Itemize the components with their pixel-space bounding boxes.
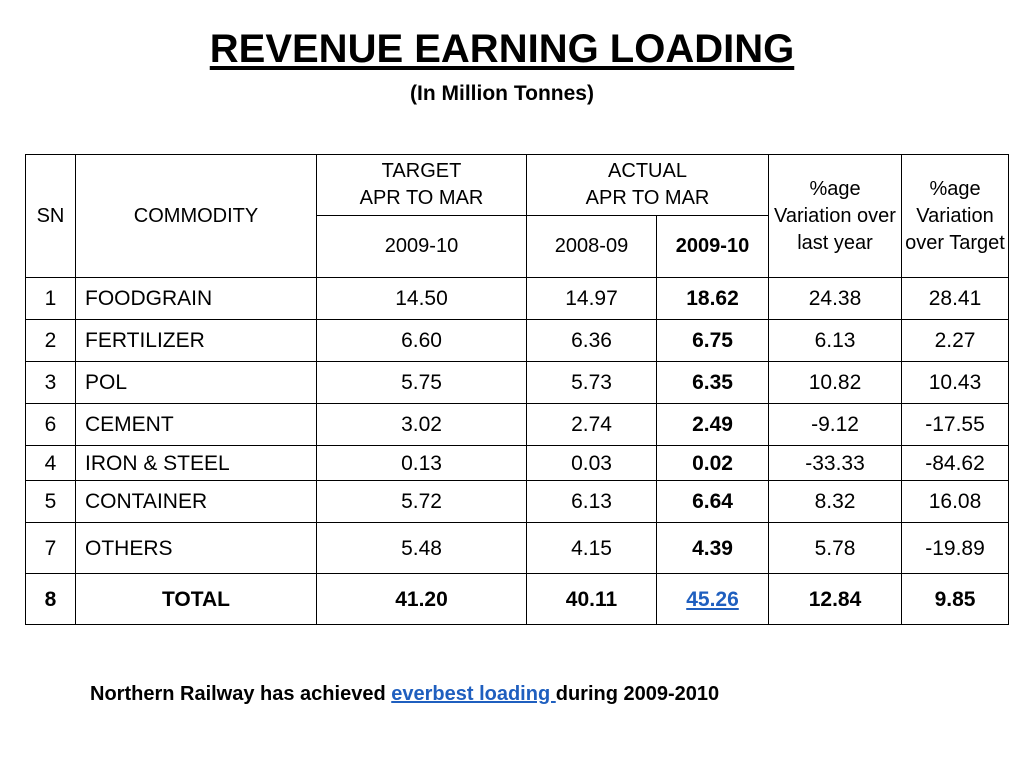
header-actual: ACTUAL APR TO MAR — [525, 154, 770, 216]
cell-actual: 2.49 — [655, 403, 770, 446]
cell-target: 5.75 — [316, 361, 527, 404]
total-actual-prev: 40.11 — [526, 573, 657, 625]
cell-target: 0.13 — [316, 445, 527, 481]
table-row: 3 POL 5.75 5.73 6.35 10.82 10.43 — [25, 361, 1010, 404]
total-row: 8 TOTAL 41.20 40.11 45.26 12.84 9.85 — [25, 573, 1010, 625]
cell-variation-target: 10.43 — [901, 361, 1010, 404]
header-target: TARGET APR TO MAR — [316, 154, 527, 216]
header-target-year: 2009-10 — [316, 215, 527, 278]
cell-commodity: FERTILIZER — [75, 319, 317, 362]
cell-variation-target: 16.08 — [901, 480, 1010, 523]
cell-sn: 5 — [25, 480, 76, 523]
cell-actual-prev: 2.74 — [526, 403, 657, 446]
cell-target: 5.72 — [316, 480, 527, 523]
revenue-loading-table: SN COMMODITY TARGET APR TO MAR ACTUAL AP… — [25, 154, 1010, 625]
cell-variation-last-year: 5.78 — [768, 522, 903, 574]
cell-variation-target: -19.89 — [901, 522, 1010, 574]
cell-actual: 6.35 — [655, 361, 770, 404]
header-actual-prev-year: 2008-09 — [526, 215, 657, 278]
total-sn: 8 — [25, 573, 76, 625]
header-sn: SN — [25, 154, 76, 278]
table-row: 7 OTHERS 5.48 4.15 4.39 5.78 -19.89 — [25, 522, 1010, 574]
header-actual-line1: ACTUAL — [608, 160, 687, 182]
cell-actual-prev: 14.97 — [526, 277, 657, 320]
table-row: 1 FOODGRAIN 14.50 14.97 18.62 24.38 28.41 — [25, 277, 1010, 320]
table-row: 2 FERTILIZER 6.60 6.36 6.75 6.13 2.27 — [25, 319, 1010, 362]
cell-commodity: FOODGRAIN — [75, 277, 317, 320]
total-label: TOTAL — [75, 573, 317, 625]
header-commodity: COMMODITY — [75, 154, 317, 278]
cell-variation-last-year: 8.32 — [768, 480, 903, 523]
cell-target: 3.02 — [316, 403, 527, 446]
footer-prefix: Northern Railway has achieved — [90, 683, 392, 705]
table-row: 5 CONTAINER 5.72 6.13 6.64 8.32 16.08 — [25, 480, 1010, 523]
cell-variation-last-year: 24.38 — [768, 277, 903, 320]
cell-variation-last-year: 6.13 — [768, 319, 903, 362]
header-actual-year: 2009-10 — [655, 215, 770, 278]
cell-target: 14.50 — [316, 277, 527, 320]
table-row: 4 IRON & STEEL 0.13 0.03 0.02 -33.33 -84.62 — [25, 445, 1010, 481]
cell-variation-last-year: 10.82 — [768, 361, 903, 404]
cell-variation-last-year: -33.33 — [768, 445, 903, 481]
cell-target: 5.48 — [316, 522, 527, 574]
cell-variation-target: -17.55 — [901, 403, 1010, 446]
cell-actual: 6.75 — [655, 319, 770, 362]
total-actual-cell: 45.26 — [655, 573, 770, 625]
footer-suffix: during 2009-2010 — [555, 683, 720, 705]
total-variation-target: 9.85 — [901, 573, 1010, 625]
cell-sn: 4 — [25, 445, 76, 481]
header-row-1: SN COMMODITY TARGET APR TO MAR ACTUAL AP… — [25, 154, 1010, 278]
cell-actual-prev: 6.13 — [526, 480, 657, 523]
cell-target: 6.60 — [316, 319, 527, 362]
cell-variation-last-year: -9.12 — [768, 403, 903, 446]
header-target-line2: APR TO MAR — [359, 187, 484, 209]
cell-actual-prev: 6.36 — [526, 319, 657, 362]
cell-commodity: OTHERS — [75, 522, 317, 574]
cell-variation-target: 2.27 — [901, 319, 1010, 362]
cell-sn: 7 — [25, 522, 76, 574]
header-actual-line2: APR TO MAR — [585, 187, 710, 209]
cell-sn: 1 — [25, 277, 76, 320]
cell-commodity: CONTAINER — [75, 480, 317, 523]
total-variation-last-year: 12.84 — [768, 573, 903, 625]
table-body: 1 FOODGRAIN 14.50 14.97 18.62 24.38 28.41 2 FERT… — [25, 277, 1010, 625]
cell-actual: 6.64 — [655, 480, 770, 523]
cell-sn: 6 — [25, 403, 76, 446]
header-variation-last-year: %age Variation over last year — [768, 154, 903, 278]
cell-actual-prev: 0.03 — [526, 445, 657, 481]
cell-actual: 18.62 — [655, 277, 770, 320]
cell-sn: 2 — [25, 319, 76, 362]
page-title: REVENUE EARNING LOADING — [209, 27, 795, 71]
header-row-2: 2009-10 2008-09 2009-10 — [26, 215, 1009, 278]
cell-commodity: CEMENT — [75, 403, 317, 446]
page-subtitle: (In Million Tonnes) — [410, 82, 594, 105]
cell-variation-target: -84.62 — [901, 445, 1010, 481]
cell-actual-prev: 4.15 — [526, 522, 657, 574]
header-target-line1: TARGET — [381, 160, 462, 182]
total-actual-link[interactable]: 45.26 — [686, 587, 739, 611]
header-variation-target: %age Variation over Target — [901, 154, 1010, 278]
cell-actual: 0.02 — [655, 445, 770, 481]
cell-actual: 4.39 — [655, 522, 770, 574]
table-row: 6 CEMENT 3.02 2.74 2.49 -9.12 -17.55 — [25, 403, 1010, 446]
cell-actual-prev: 5.73 — [526, 361, 657, 404]
cell-sn: 3 — [25, 361, 76, 404]
total-target: 41.20 — [316, 573, 527, 625]
footer-note: Northern Railway has achieved everbest l… — [90, 683, 719, 706]
cell-commodity: IRON & STEEL — [75, 445, 317, 481]
everbest-loading-link[interactable]: everbest loading — [391, 683, 556, 705]
cell-variation-target: 28.41 — [901, 277, 1010, 320]
cell-commodity: POL — [75, 361, 317, 404]
